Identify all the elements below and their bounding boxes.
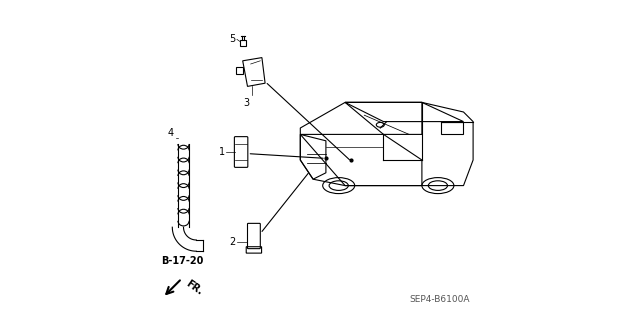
Text: 4: 4 — [168, 128, 174, 138]
Text: 1: 1 — [219, 147, 225, 157]
Text: B-17-20: B-17-20 — [161, 256, 203, 266]
Text: 5: 5 — [229, 34, 236, 44]
Text: 3: 3 — [243, 98, 249, 108]
Text: SEP4-B6100A: SEP4-B6100A — [410, 295, 470, 304]
Text: FR.: FR. — [183, 279, 204, 297]
Text: 2: 2 — [229, 236, 235, 247]
